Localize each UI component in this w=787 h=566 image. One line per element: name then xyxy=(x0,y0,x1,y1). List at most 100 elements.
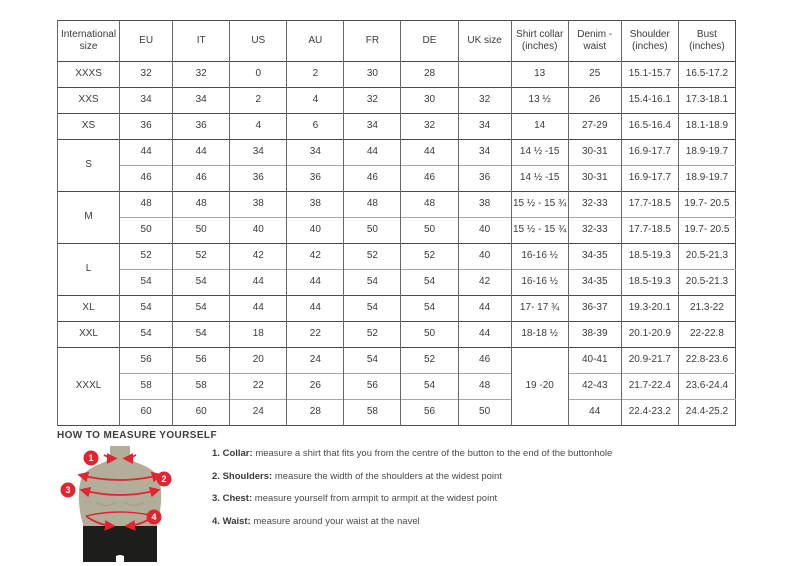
table-cell: 34 xyxy=(343,113,401,140)
marker-number-3: 3 xyxy=(65,485,70,495)
table-cell: 54 xyxy=(119,269,173,296)
table-cell: 44 xyxy=(457,321,512,348)
table-cell: 22.4-23.2 xyxy=(620,399,679,426)
table-cell: 16.5-17.2 xyxy=(677,61,736,88)
table-cell: 17- 17 ¾ xyxy=(510,295,569,322)
table-cell: 46 xyxy=(457,347,512,374)
table-cell: 19.7- 20.5 xyxy=(677,217,736,244)
table-cell: 32 xyxy=(457,87,512,114)
table-cell: M xyxy=(56,191,120,244)
table-cell: 27-29 xyxy=(567,113,622,140)
table-cell: 18-18 ½ xyxy=(510,321,569,348)
table-cell: 25 xyxy=(567,61,622,88)
table-cell: 56 xyxy=(343,373,401,400)
waist-arrow-left xyxy=(85,515,116,531)
table-cell: 4 xyxy=(286,87,344,114)
table-cell: 54 xyxy=(172,269,230,296)
table-cell: 36 xyxy=(172,113,230,140)
marker-number-2: 2 xyxy=(161,474,166,484)
table-cell: 14 ½ -15 xyxy=(510,139,569,166)
table-cell: 58 xyxy=(119,373,173,400)
table-cell: 20 xyxy=(229,347,287,374)
size-table-body: XXXS 32 32 0 2 30 28 13 25 15.1-15.7 16.5-17.2 XXS 3… xyxy=(56,61,736,426)
table-cell: 19.7- 20.5 xyxy=(677,191,736,218)
table-cell: 40 xyxy=(286,217,344,244)
table-cell: 52 xyxy=(343,243,401,270)
table-cell: 44 xyxy=(400,139,459,166)
table-cell: 18.5-19.3 xyxy=(620,269,679,296)
measure-item-number: 2. xyxy=(212,470,220,482)
table-cell: 38 xyxy=(457,191,512,218)
table-cell: 34 xyxy=(119,87,173,114)
table-cell: 44 xyxy=(286,269,344,296)
table-cell: 22 xyxy=(286,321,344,348)
table-cell: 54 xyxy=(119,321,173,348)
table-cell: 20.9-21.7 xyxy=(620,347,679,374)
table-cell: 34 xyxy=(457,113,512,140)
table-cell: 50 xyxy=(172,217,230,244)
measure-list-item: 3. Chest: measure yourself from armpit t… xyxy=(212,493,752,504)
table-cell: 52 xyxy=(172,243,230,270)
measure-list-item: 2. Shoulders: measure the width of the s… xyxy=(212,471,752,482)
marker-circle-3 xyxy=(60,482,76,498)
table-cell: 20.1-20.9 xyxy=(620,321,679,348)
measure-item-text: measure around your waist at the navel xyxy=(253,515,420,527)
marker-circle-2 xyxy=(156,471,172,487)
table-cell: 16-16 ½ xyxy=(510,243,569,270)
table-cell: 34 xyxy=(457,139,512,166)
table-cell: 44 xyxy=(229,269,287,296)
table-cell: 22-22.8 xyxy=(677,321,736,348)
table-header-cell: Bust (inches) xyxy=(677,20,736,62)
table-header-cell: FR xyxy=(343,20,401,62)
measure-item-term: Chest: xyxy=(222,493,253,504)
table-cell: 54 xyxy=(119,295,173,322)
table-cell: 44 xyxy=(119,139,173,166)
marker-number-1: 1 xyxy=(88,453,93,463)
table-cell: 54 xyxy=(400,269,459,296)
table-cell: 16-16 ½ xyxy=(510,269,569,296)
table-cell: 44 xyxy=(567,399,622,426)
table-cell: 26 xyxy=(286,373,344,400)
table-cell: 30 xyxy=(400,87,459,114)
table-cell: 18.9-19.7 xyxy=(677,139,736,166)
table-cell: 38 xyxy=(229,191,287,218)
table-cell: 42 xyxy=(229,243,287,270)
measure-item-term: Collar: xyxy=(222,448,253,459)
table-cell: 60 xyxy=(119,399,173,426)
table-header-cell: Shirt collar (inches) xyxy=(510,20,569,62)
table-cell: 48 xyxy=(343,191,401,218)
table-cell: 32-33 xyxy=(567,191,622,218)
table-cell: 6 xyxy=(286,113,344,140)
table-header-cell: EU xyxy=(119,20,173,62)
table-cell: 54 xyxy=(343,347,401,374)
chest-arrow xyxy=(79,486,161,498)
table-cell: 48 xyxy=(400,191,459,218)
table-cell: 17.7-18.5 xyxy=(620,217,679,244)
table-cell: 60 xyxy=(172,399,230,426)
table-cell: 2 xyxy=(286,61,344,88)
table-cell: 50 xyxy=(400,321,459,348)
table-cell: 40 xyxy=(457,217,512,244)
table-cell: S xyxy=(56,139,120,192)
table-cell: 4 xyxy=(229,113,287,140)
measure-item-text: measure yourself from armpit to armpit a… xyxy=(254,493,498,504)
measure-item-text: measure a shirt that fits you from the c… xyxy=(255,448,613,459)
table-header-cell: IT xyxy=(172,20,230,62)
table-cell: 14 xyxy=(510,113,569,140)
table-cell: 54 xyxy=(343,295,401,322)
marker-number-4: 4 xyxy=(151,512,156,522)
table-cell: 40 xyxy=(457,243,512,270)
table-cell: 13 xyxy=(510,61,569,88)
table-cell: 16.9-17.7 xyxy=(620,139,679,166)
table-header-cell: UK size xyxy=(457,20,512,62)
measure-item-number: 3. xyxy=(212,493,220,504)
table-cell: 34-35 xyxy=(567,269,622,296)
table-cell: 46 xyxy=(172,165,230,192)
table-cell: 34 xyxy=(286,139,344,166)
table-cell: 15 ½ - 15 ¾ xyxy=(510,191,569,218)
marker-circle-1 xyxy=(83,450,99,466)
table-cell: 34-35 xyxy=(567,243,622,270)
table-cell: 38-39 xyxy=(567,321,622,348)
table-cell: 58 xyxy=(172,373,230,400)
table-cell: 16.5-16.4 xyxy=(620,113,679,140)
